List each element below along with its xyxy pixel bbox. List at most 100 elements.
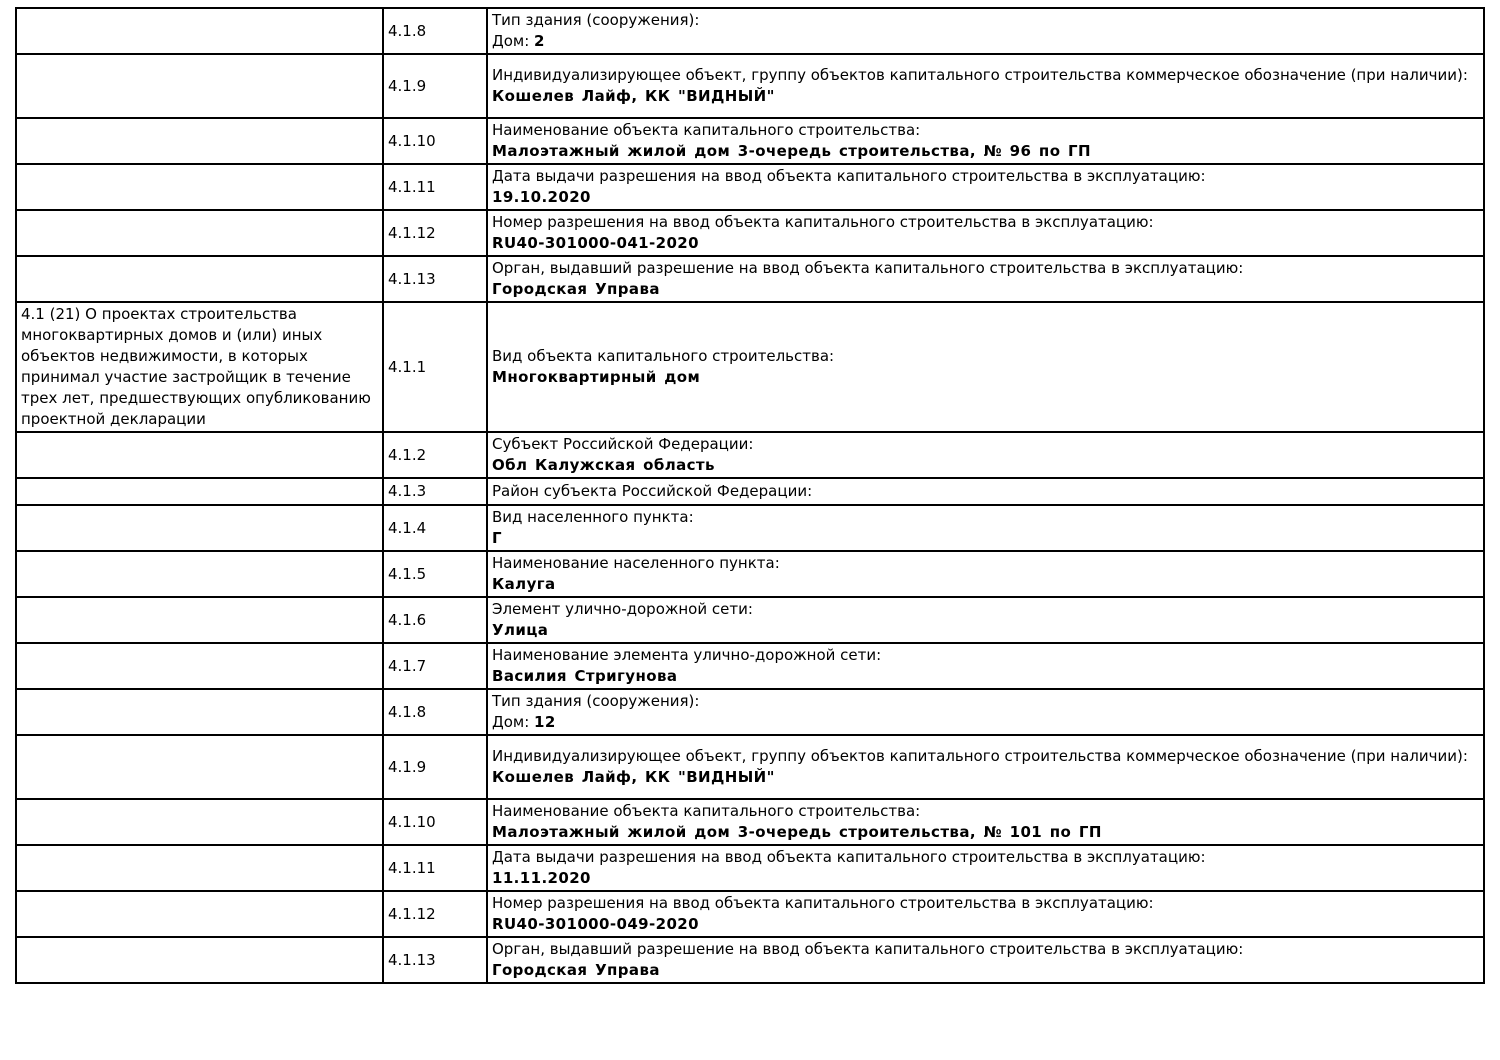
section-cell — [15, 890, 384, 938]
field-label: Номер разрешения на ввод объекта капитал… — [492, 213, 1154, 231]
row-number: 4.1.10 — [388, 812, 436, 831]
field-label: Вид объекта капитального строительства: — [492, 347, 835, 365]
field-label: Тип здания (сооружения): — [492, 692, 700, 710]
field-label: Дата выдачи разрешения на ввод объекта к… — [492, 167, 1206, 185]
row-number-cell: 4.1.9 — [382, 734, 488, 800]
field-value: Г — [492, 529, 502, 547]
table-row: 4.1.13 Орган, выдавший разрешение на вво… — [15, 936, 1485, 984]
field-value: Кошелев Лайф, КК "ВИДНЫЙ" — [492, 87, 775, 105]
field-value-line: Малоэтажный жилой дом 3-очередь строител… — [492, 822, 1479, 843]
content-cell: Вид населенного пункта: Г — [486, 504, 1485, 552]
field-value: Василия Стригунова — [492, 667, 678, 685]
row-number: 4.1.3 — [388, 482, 427, 500]
row-number-cell: 4.1.6 — [382, 596, 488, 644]
section-cell — [15, 844, 384, 892]
section-cell — [15, 642, 384, 690]
row-number: 4.1.8 — [388, 702, 427, 721]
table-row: 4.1.8 Тип здания (сооружения): Дом: 2 — [15, 7, 1485, 55]
row-number: 4.1.11 — [388, 177, 436, 196]
field-label: Дата выдачи разрешения на ввод объекта к… — [492, 848, 1206, 866]
content-cell: Тип здания (сооружения): Дом: 2 — [486, 7, 1485, 55]
row-number-cell: 4.1.13 — [382, 255, 488, 303]
row-number: 4.1.4 — [388, 518, 427, 537]
row-number-cell: 4.1.2 — [382, 431, 488, 479]
field-value: Малоэтажный жилой дом 3-очередь строител… — [492, 142, 1091, 160]
row-number-cell: 4.1.3 — [382, 477, 488, 506]
table-row: 4.1.9 Индивидуализирующее объект, группу… — [15, 53, 1485, 119]
section-cell — [15, 477, 384, 506]
row-number: 4.1.1 — [388, 357, 427, 376]
row-number-cell: 4.1.8 — [382, 7, 488, 55]
section-cell: 4.1 (21) О проектах строительства многок… — [15, 301, 384, 433]
content-cell: Наименование элемента улично-дорожной се… — [486, 642, 1485, 690]
content-cell: Тип здания (сооружения): Дом: 12 — [486, 688, 1485, 736]
section-cell — [15, 53, 384, 119]
field-label: Индивидуализирующее объект, группу объек… — [492, 747, 1468, 765]
field-value: RU40-301000-049-2020 — [492, 915, 699, 933]
row-number-cell: 4.1.10 — [382, 798, 488, 846]
content-cell: Субъект Российской Федерации: Обл Калужс… — [486, 431, 1485, 479]
field-value-prefix: Дом: — [492, 713, 535, 731]
row-number: 4.1.12 — [388, 904, 436, 923]
field-value: Улица — [492, 621, 549, 639]
row-number-cell: 4.1.1 — [382, 301, 488, 433]
field-label: Наименование населенного пункта: — [492, 554, 780, 572]
row-number: 4.1.2 — [388, 445, 427, 464]
field-value: Обл Калужская область — [492, 456, 715, 474]
section-cell — [15, 117, 384, 165]
row-number-cell: 4.1.8 — [382, 688, 488, 736]
field-value-line: Г — [492, 528, 1479, 549]
row-number-cell: 4.1.7 — [382, 642, 488, 690]
row-number: 4.1.13 — [388, 269, 436, 288]
field-label: Орган, выдавший разрешение на ввод объек… — [492, 940, 1244, 958]
field-value: 19.10.2020 — [492, 188, 591, 206]
field-value-line: Многоквартирный дом — [492, 367, 1479, 388]
field-value-line: Малоэтажный жилой дом 3-очередь строител… — [492, 141, 1479, 162]
table-row: 4.1.5 Наименование населенного пункта: К… — [15, 550, 1485, 598]
field-label: Элемент улично-дорожной сети: — [492, 600, 753, 618]
row-number: 4.1.12 — [388, 223, 436, 242]
row-number-cell: 4.1.11 — [382, 844, 488, 892]
section-cell — [15, 550, 384, 598]
field-label: Наименование элемента улично-дорожной се… — [492, 646, 882, 664]
field-value-line: Василия Стригунова — [492, 666, 1479, 687]
field-value: 11.11.2020 — [492, 869, 591, 887]
table-row: 4.1.7 Наименование элемента улично-дорож… — [15, 642, 1485, 690]
field-label: Тип здания (сооружения): — [492, 11, 700, 29]
field-label: Вид населенного пункта: — [492, 508, 694, 526]
content-cell: Наименование населенного пункта: Калуга — [486, 550, 1485, 598]
field-value-line: Кошелев Лайф, КК "ВИДНЫЙ" — [492, 767, 1479, 788]
field-value: Калуга — [492, 575, 556, 593]
section-cell — [15, 163, 384, 211]
content-cell: Индивидуализирующее объект, группу объек… — [486, 53, 1485, 119]
content-cell: Элемент улично-дорожной сети: Улица — [486, 596, 1485, 644]
section-cell — [15, 688, 384, 736]
table-row: 4.1.13 Орган, выдавший разрешение на вво… — [15, 255, 1485, 303]
table-body: 4.1.8 Тип здания (сооружения): Дом: 2 4.… — [15, 7, 1485, 984]
row-number: 4.1.7 — [388, 656, 427, 675]
row-number: 4.1.8 — [388, 21, 427, 40]
table-row: 4.1.12 Номер разрешения на ввод объекта … — [15, 890, 1485, 938]
content-cell: Номер разрешения на ввод объекта капитал… — [486, 890, 1485, 938]
row-number: 4.1.5 — [388, 564, 427, 583]
section-cell — [15, 431, 384, 479]
section-cell — [15, 936, 384, 984]
field-label: Наименование объекта капитального строит… — [492, 121, 921, 139]
table-row: 4.1.4 Вид населенного пункта: Г — [15, 504, 1485, 552]
field-value-line: Калуга — [492, 574, 1479, 595]
table-row: 4.1.9 Индивидуализирующее объект, группу… — [15, 734, 1485, 800]
field-label: Индивидуализирующее объект, группу объек… — [492, 66, 1468, 84]
section-cell — [15, 504, 384, 552]
row-number: 4.1.10 — [388, 131, 436, 150]
content-cell: Дата выдачи разрешения на ввод объекта к… — [486, 163, 1485, 211]
field-value-line: 11.11.2020 — [492, 868, 1479, 889]
section-cell — [15, 596, 384, 644]
section-cell — [15, 734, 384, 800]
row-number-cell: 4.1.11 — [382, 163, 488, 211]
field-label: Район субъекта Российской Федерации: — [492, 482, 813, 500]
row-number-cell: 4.1.12 — [382, 890, 488, 938]
table-row: 4.1.12 Номер разрешения на ввод объекта … — [15, 209, 1485, 257]
row-number: 4.1.9 — [388, 757, 427, 776]
field-value-line: Улица — [492, 620, 1479, 641]
